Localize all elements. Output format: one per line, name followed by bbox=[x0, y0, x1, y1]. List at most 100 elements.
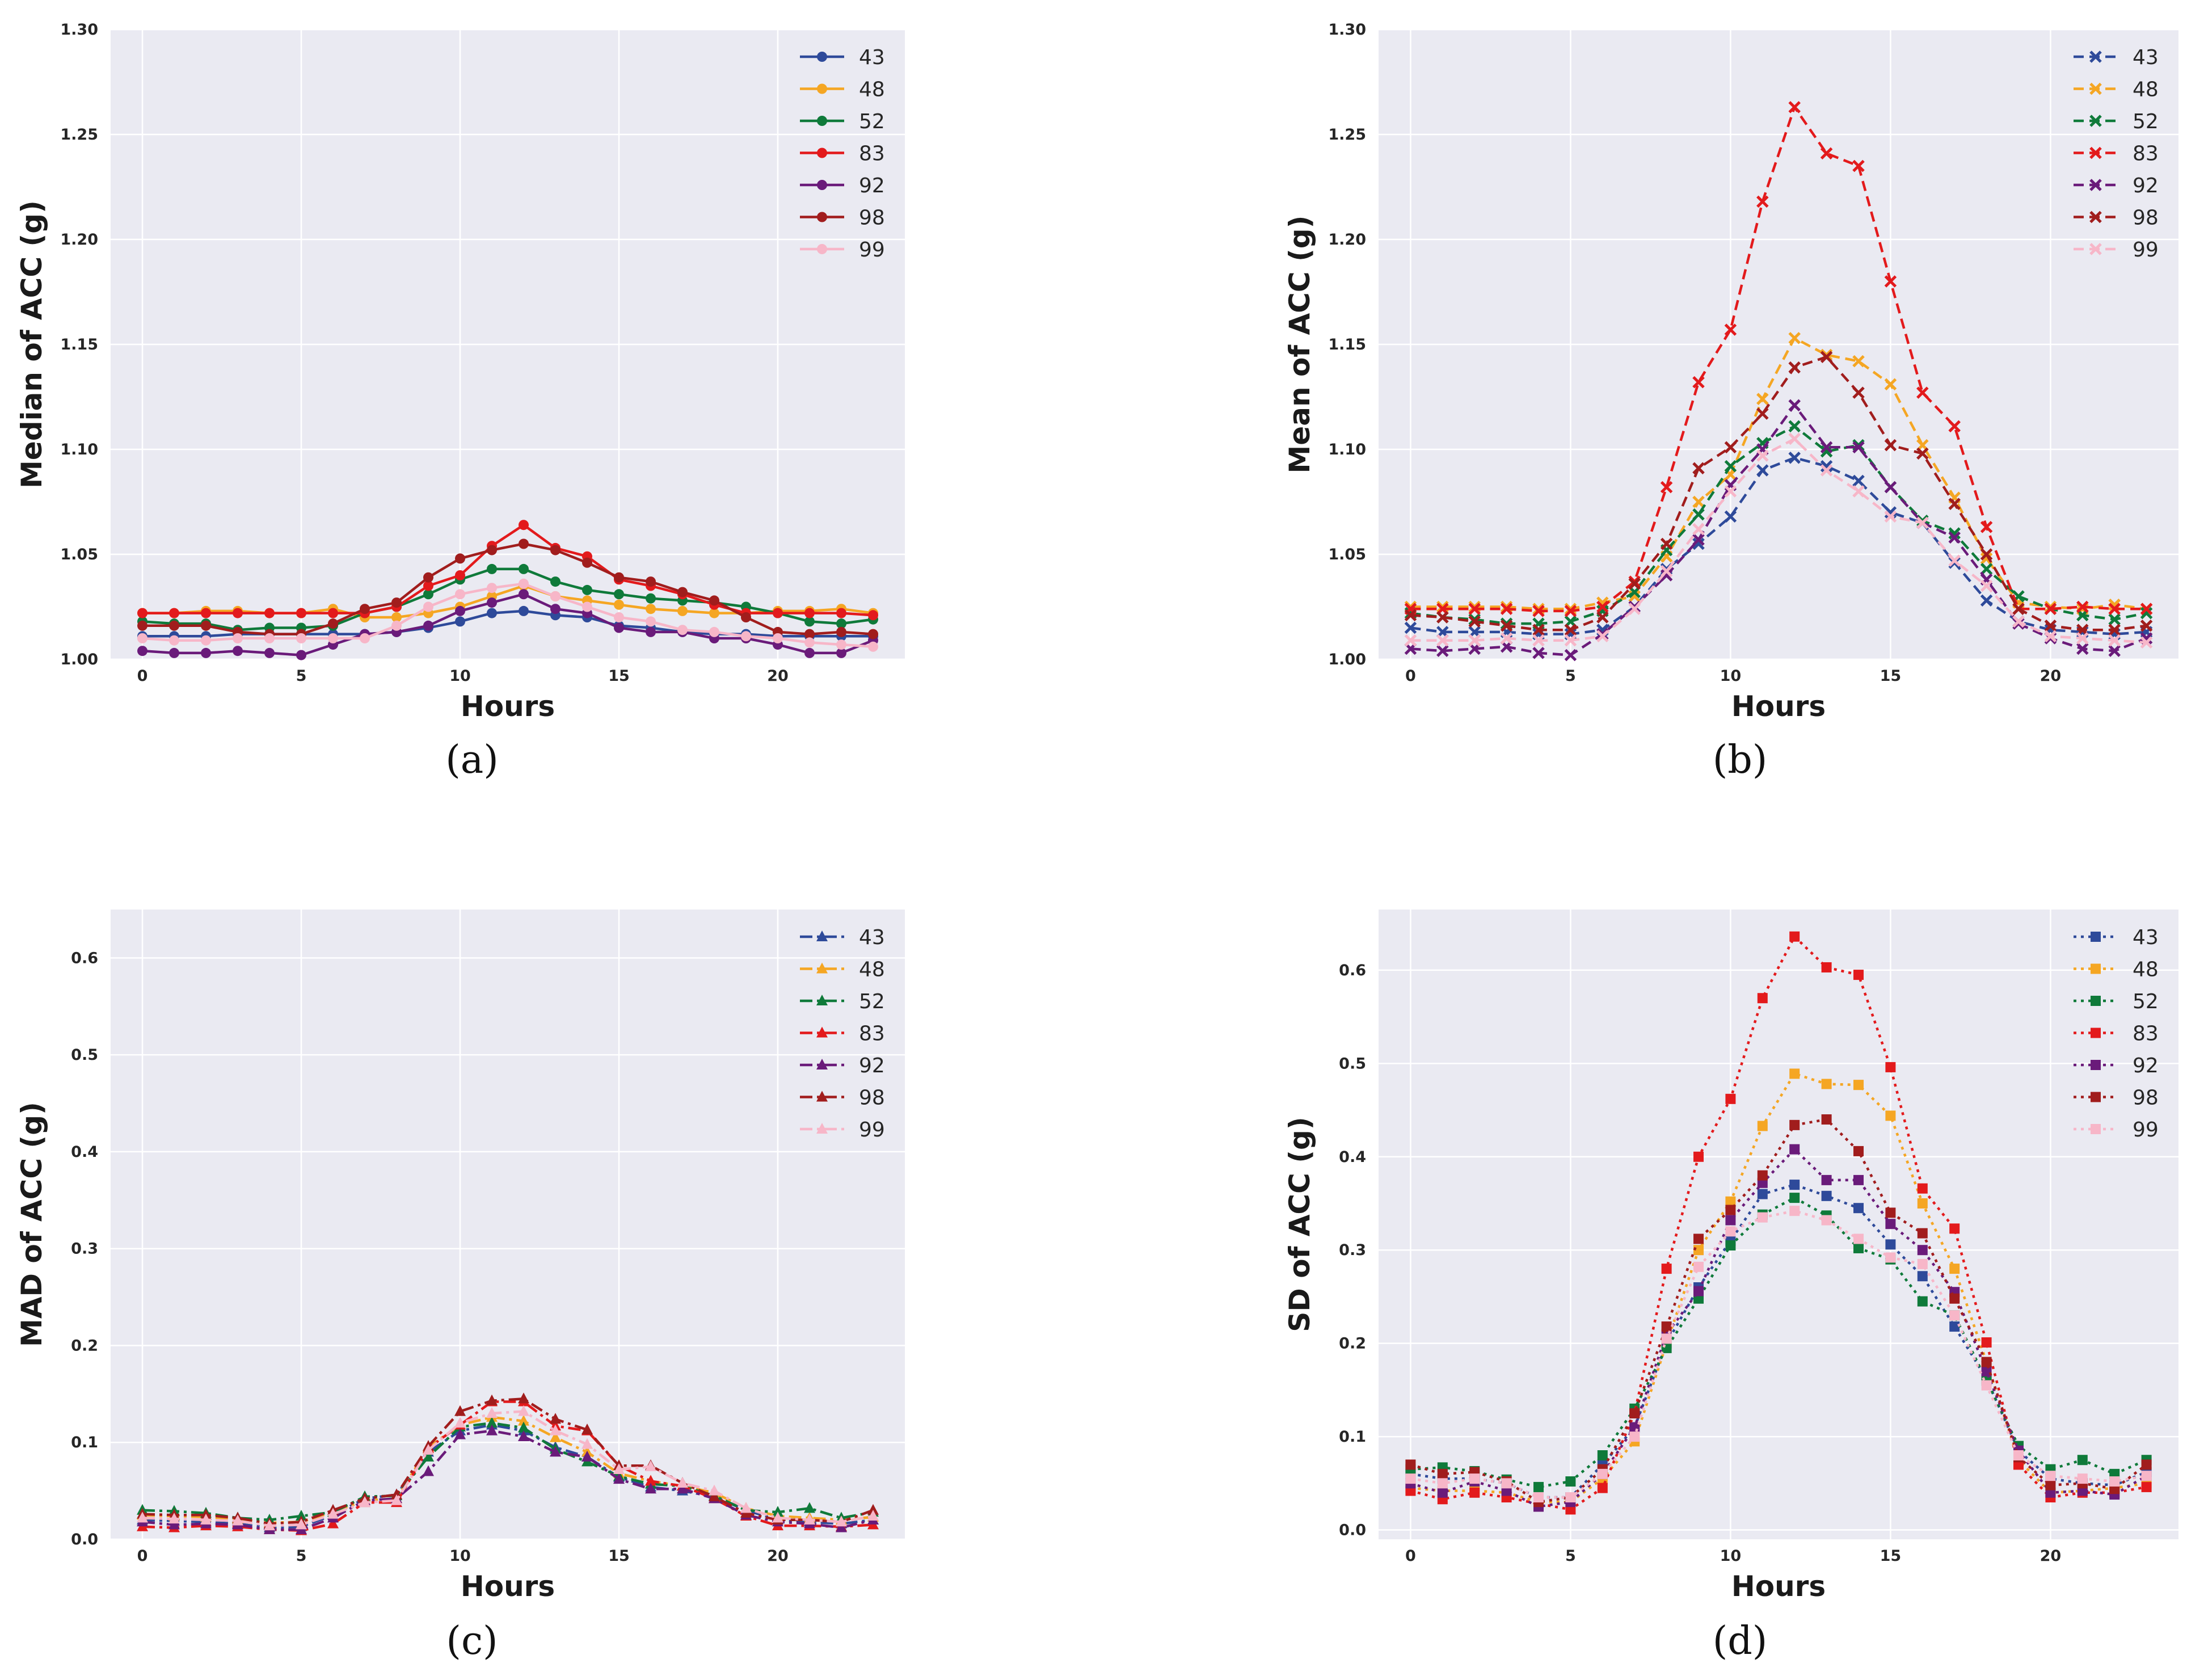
legend-entry: 52 bbox=[859, 110, 885, 133]
data-point bbox=[296, 650, 306, 660]
legend-marker bbox=[2091, 932, 2101, 942]
y-tick-label: 0.1 bbox=[1339, 1428, 1366, 1446]
data-point bbox=[1725, 1240, 1736, 1250]
data-point bbox=[518, 1430, 529, 1441]
data-point bbox=[1436, 600, 1449, 613]
y-tick-label: 0.3 bbox=[71, 1240, 98, 1258]
data-point bbox=[233, 608, 243, 618]
data-point bbox=[1916, 447, 1929, 460]
data-point bbox=[1885, 1110, 1896, 1121]
y-tick-label: 0.5 bbox=[1339, 1055, 1366, 1072]
data-point bbox=[1853, 1080, 1864, 1090]
y-tick-label: 0.5 bbox=[71, 1046, 98, 1064]
data-point bbox=[804, 1502, 815, 1513]
x-axis-label: Hours bbox=[461, 690, 555, 723]
legend-entry: 99 bbox=[859, 238, 885, 262]
data-point bbox=[614, 572, 624, 583]
data-point bbox=[328, 633, 338, 643]
x-tick-label: 5 bbox=[1565, 1547, 1576, 1565]
data-point bbox=[1725, 1093, 1736, 1104]
data-point bbox=[1917, 1183, 1928, 1194]
data-point bbox=[709, 626, 719, 637]
data-point bbox=[709, 595, 719, 606]
data-point bbox=[391, 1494, 402, 1505]
legend-b: 43 48 52 83 92 98 99 bbox=[2074, 46, 2159, 262]
data-point bbox=[2109, 1476, 2120, 1487]
data-point bbox=[1757, 1170, 1768, 1181]
data-point bbox=[1436, 634, 1449, 647]
data-point bbox=[1948, 554, 1961, 567]
data-point bbox=[614, 599, 624, 610]
data-point bbox=[1853, 970, 1864, 980]
legend-marker bbox=[816, 1059, 828, 1070]
data-point bbox=[328, 608, 338, 618]
legend-marker bbox=[817, 52, 827, 62]
data-point bbox=[1500, 603, 1513, 615]
data-point bbox=[1597, 1468, 1608, 1479]
data-point bbox=[1532, 603, 1545, 615]
data-point bbox=[1500, 632, 1513, 645]
data-point bbox=[804, 647, 815, 658]
data-point bbox=[1468, 615, 1481, 628]
legend-marker bbox=[2091, 996, 2101, 1006]
data-point bbox=[1789, 1180, 1800, 1190]
data-point bbox=[1629, 1431, 1640, 1442]
series-line-99 bbox=[142, 1410, 874, 1527]
data-point bbox=[360, 633, 370, 643]
data-point bbox=[169, 635, 179, 646]
data-point bbox=[486, 1424, 498, 1435]
data-point bbox=[1724, 510, 1737, 523]
y-tick-label: 0.2 bbox=[1339, 1335, 1366, 1353]
data-point bbox=[1660, 569, 1673, 582]
data-point bbox=[1629, 1408, 1640, 1418]
data-point bbox=[518, 1405, 529, 1416]
data-point bbox=[1692, 533, 1705, 546]
data-point bbox=[1724, 323, 1737, 336]
series-83 bbox=[1404, 101, 2153, 617]
data-point bbox=[709, 1484, 720, 1496]
series-line-83 bbox=[142, 523, 874, 617]
data-point bbox=[455, 616, 465, 627]
data-point bbox=[1884, 275, 1897, 288]
data-point bbox=[614, 622, 624, 633]
data-point bbox=[550, 1424, 561, 1435]
data-point bbox=[454, 1428, 466, 1439]
legend-entry: 83 bbox=[859, 142, 885, 166]
y-tick-label: 0.6 bbox=[1339, 962, 1366, 979]
data-point bbox=[645, 1483, 656, 1494]
legend-c: 43 48 52 83 92 98 99 bbox=[800, 926, 885, 1142]
legend-marker bbox=[816, 995, 828, 1005]
legend-entry: 43 bbox=[859, 926, 885, 949]
data-point bbox=[233, 646, 243, 656]
data-point bbox=[233, 633, 243, 643]
data-point bbox=[1789, 1206, 1800, 1216]
data-point bbox=[2108, 603, 2121, 615]
legend-entry: 99 bbox=[2133, 1118, 2159, 1142]
data-point bbox=[1981, 1337, 1992, 1348]
series-98 bbox=[1404, 351, 2153, 636]
series-line-83 bbox=[1410, 106, 2147, 613]
data-point bbox=[1917, 1258, 1928, 1269]
legend-entry: 83 bbox=[2133, 1022, 2159, 1046]
data-point bbox=[1948, 531, 1961, 544]
data-point bbox=[487, 597, 497, 608]
series-line-52 bbox=[142, 567, 874, 631]
data-point bbox=[1725, 1215, 1736, 1226]
data-point bbox=[486, 1394, 498, 1405]
legend-entry: 48 bbox=[2133, 78, 2159, 102]
data-point bbox=[804, 637, 815, 648]
panel-d: 0.0 0.1 0.2 0.3 0.4 0.5 0.6 0 5 10 15 20 Hours SD of … bbox=[1283, 910, 2178, 1603]
data-point bbox=[2012, 603, 2025, 615]
y-tick-label: 0.4 bbox=[1339, 1148, 1366, 1166]
data-point bbox=[2141, 1481, 2152, 1492]
data-point bbox=[169, 608, 179, 618]
data-point bbox=[487, 583, 497, 593]
data-point bbox=[2141, 1459, 2152, 1470]
y-tick-label: 1.00 bbox=[60, 651, 98, 668]
data-point bbox=[518, 1421, 529, 1433]
data-point bbox=[1436, 645, 1449, 657]
series-line-99 bbox=[142, 582, 874, 649]
x-tick-label: 5 bbox=[296, 1547, 307, 1565]
data-point bbox=[486, 1417, 498, 1428]
data-point bbox=[550, 1431, 561, 1442]
